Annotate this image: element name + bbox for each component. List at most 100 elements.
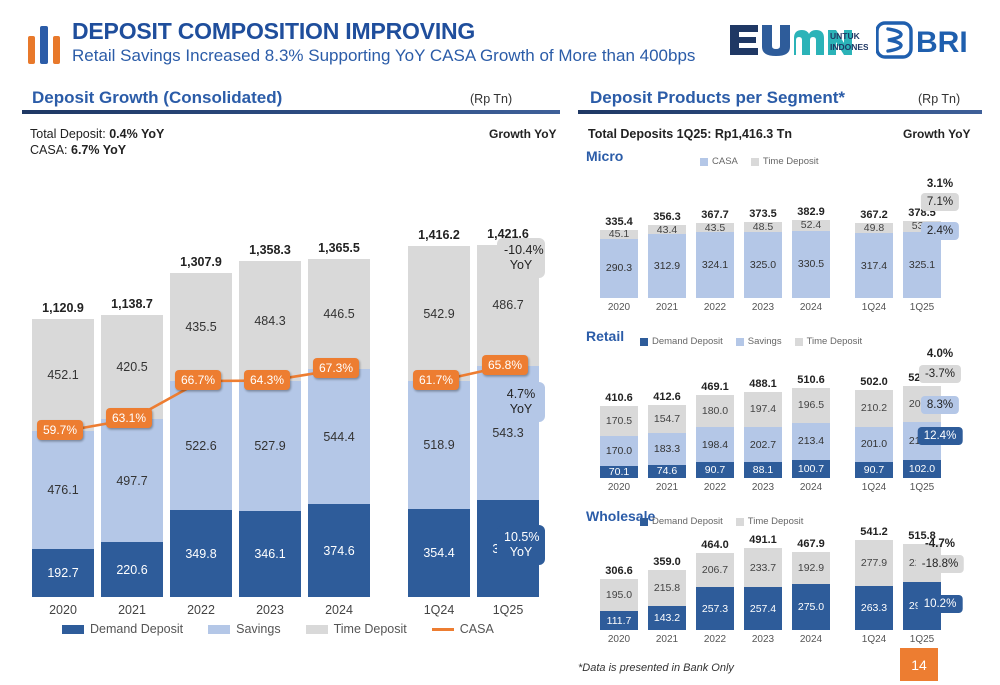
- bar-segment-time-deposit: 420.5: [101, 315, 163, 420]
- segment-growth-plain: -4.7%: [925, 538, 955, 550]
- segment-growth-td: -3.7%: [918, 365, 962, 383]
- right-panel-total: Total Deposits 1Q25: Rp1,416.3 Tn: [588, 127, 792, 141]
- segment-title-wholesale: Wholesale: [586, 508, 656, 524]
- segment-time-deposit: 277.9: [855, 540, 893, 587]
- segment-bar-column: 325.0 48.5 373.5 2023: [744, 208, 782, 313]
- growth-value: 10.2%: [917, 595, 963, 613]
- bar-segment-demand-deposit: 192.7: [32, 549, 94, 597]
- segment-total-label: 541.2: [860, 526, 888, 538]
- legend-label: Time Deposit: [747, 516, 804, 527]
- segment-title-retail: Retail: [586, 328, 625, 344]
- segment-total-label: 464.0: [701, 538, 729, 551]
- segment-savings: 213.4: [792, 422, 830, 461]
- segment-bar-column: 74.6 183.3 154.7 412.6 2021: [648, 391, 686, 493]
- legend-item: Time Deposit: [794, 336, 862, 347]
- total-deposit-value: 0.4% YoY: [109, 127, 165, 141]
- segment-bar-column: 330.5 52.4 382.9 2024: [792, 206, 830, 313]
- bar-segment-demand-deposit: 220.6: [101, 542, 163, 597]
- segment-casa: 317.4: [855, 233, 893, 298]
- segment-savings: 183.3: [648, 432, 686, 465]
- segment-demand-deposit: 74.6: [648, 464, 686, 478]
- segment-growth-casa: 2.4%: [920, 222, 960, 240]
- growth-value: 2.4%: [920, 222, 960, 240]
- bar-total-label: 1,421.6: [487, 227, 529, 241]
- total-deposit-label: Total Deposit:: [30, 127, 106, 141]
- segment-casa: 312.9: [648, 234, 686, 298]
- legend-swatch-casa: [700, 157, 708, 166]
- segment-time-deposit: 48.5: [744, 221, 782, 233]
- segment-total-label: 491.1: [749, 534, 777, 547]
- segment-bar-column: 88.1 202.7 197.4 488.1 2023: [744, 378, 782, 493]
- casa-value: 6.7% YoY: [71, 143, 127, 157]
- growth-value: -4.7%: [924, 538, 956, 550]
- segment-x-label: 2024: [799, 481, 823, 493]
- segment-x-label: 2024: [799, 633, 823, 645]
- legend-swatch-time-deposit: [794, 337, 803, 346]
- segment-total-label: 335.4: [605, 215, 633, 228]
- left-panel-unit: (Rp Tn): [470, 92, 513, 106]
- bar-segment-demand-deposit: 354.4: [408, 509, 470, 597]
- segment-demand-deposit: 88.1: [744, 462, 782, 478]
- segment-total-label: 373.5: [749, 207, 777, 220]
- segment-demand-deposit: 275.0: [792, 584, 830, 630]
- segment-bar-column: 90.7 201.0 210.2 502.0 1Q24: [855, 376, 893, 493]
- bar-x-label: 1Q24: [423, 603, 455, 617]
- casa-label: CASA:: [30, 143, 68, 157]
- legend-item: CASA: [700, 156, 738, 167]
- bar-total-label: 1,120.9: [42, 301, 84, 316]
- segment-x-label: 1Q24: [861, 481, 887, 493]
- legend-label: Time Deposit: [333, 622, 407, 636]
- segment-bar-column: 143.2 215.8 359.0 2021: [648, 556, 686, 645]
- segment-time-deposit: 206.7: [696, 552, 734, 588]
- segment-bar-column: 100.7 213.4 196.5 510.6 2024: [792, 374, 830, 493]
- segment-time-deposit: 215.8: [648, 570, 686, 607]
- legend-item: Time Deposit: [750, 156, 818, 167]
- bar-segment-savings: 476.1: [32, 431, 94, 550]
- bar-column: 354.4 518.9 542.9 1,416.2 1Q24: [408, 228, 470, 617]
- segment-x-label: 1Q25: [909, 633, 935, 645]
- segment-demand-deposit: 263.3: [855, 586, 893, 630]
- legend-item: Demand Deposit: [640, 336, 723, 347]
- segment-casa: 290.3: [600, 238, 638, 298]
- segment-total-label: 469.1: [701, 381, 729, 394]
- bar-x-label: 1Q25: [492, 603, 524, 617]
- left-growth-header: Growth YoY: [489, 127, 557, 141]
- segment-time-deposit: 154.7: [648, 405, 686, 433]
- right-growth-header: Growth YoY: [903, 127, 971, 141]
- segment-bar-column: 275.0 192.9 467.9 2024: [792, 538, 830, 645]
- segment-growth-dd: 10.2%: [917, 595, 963, 613]
- bar-segment-savings: 518.9: [408, 380, 470, 510]
- legend-swatch-savings: [208, 624, 231, 634]
- bar-segment-demand-deposit: 349.8: [170, 510, 232, 597]
- bar-segment-time-deposit: 452.1: [32, 319, 94, 432]
- segment-demand-deposit: 102.0: [903, 460, 941, 478]
- growth-value: 7.1%: [920, 193, 960, 211]
- segment-growth-plain: 3.1%: [927, 178, 953, 190]
- segment-total-label: 367.7: [701, 209, 729, 222]
- segment-x-label: 2024: [799, 302, 823, 313]
- segment-savings: 202.7: [744, 426, 782, 463]
- bar-segment-demand-deposit: 374.6: [308, 504, 370, 597]
- segment-growth-dd: 12.4%: [917, 427, 963, 445]
- segment-casa: 325.1: [903, 231, 941, 298]
- legend-item: Savings: [208, 622, 281, 636]
- segment-total-label: 515.8: [908, 530, 936, 543]
- yoy-badge-td: -10.4% YoY: [497, 238, 545, 278]
- legend-item: Demand Deposit: [62, 622, 183, 636]
- segment-time-deposit: 43.5: [696, 222, 734, 234]
- page-subtitle: Retail Savings Increased 8.3% Supporting…: [72, 46, 696, 65]
- yoy-badge-sv: 4.7% YoY: [497, 382, 545, 422]
- right-panel-unit: (Rp Tn): [918, 92, 961, 106]
- segment-time-deposit: 210.2: [855, 389, 893, 427]
- right-panel-rule: [578, 110, 982, 114]
- bar-x-label: 2024: [325, 603, 353, 617]
- segment-time-deposit: 195.0: [600, 579, 638, 612]
- legend-label: Savings: [747, 336, 782, 347]
- left-chart-legend: Demand Deposit Savings Time Deposit CASA: [62, 622, 512, 636]
- segment-bar-column: 70.1 170.0 170.5 410.6 2020: [600, 392, 638, 493]
- footnote: *Data is presented in Bank Only: [578, 662, 734, 674]
- segment-total-label: 502.0: [860, 375, 888, 388]
- segment-bar-column: 257.4 233.7 491.1 2023: [744, 534, 782, 645]
